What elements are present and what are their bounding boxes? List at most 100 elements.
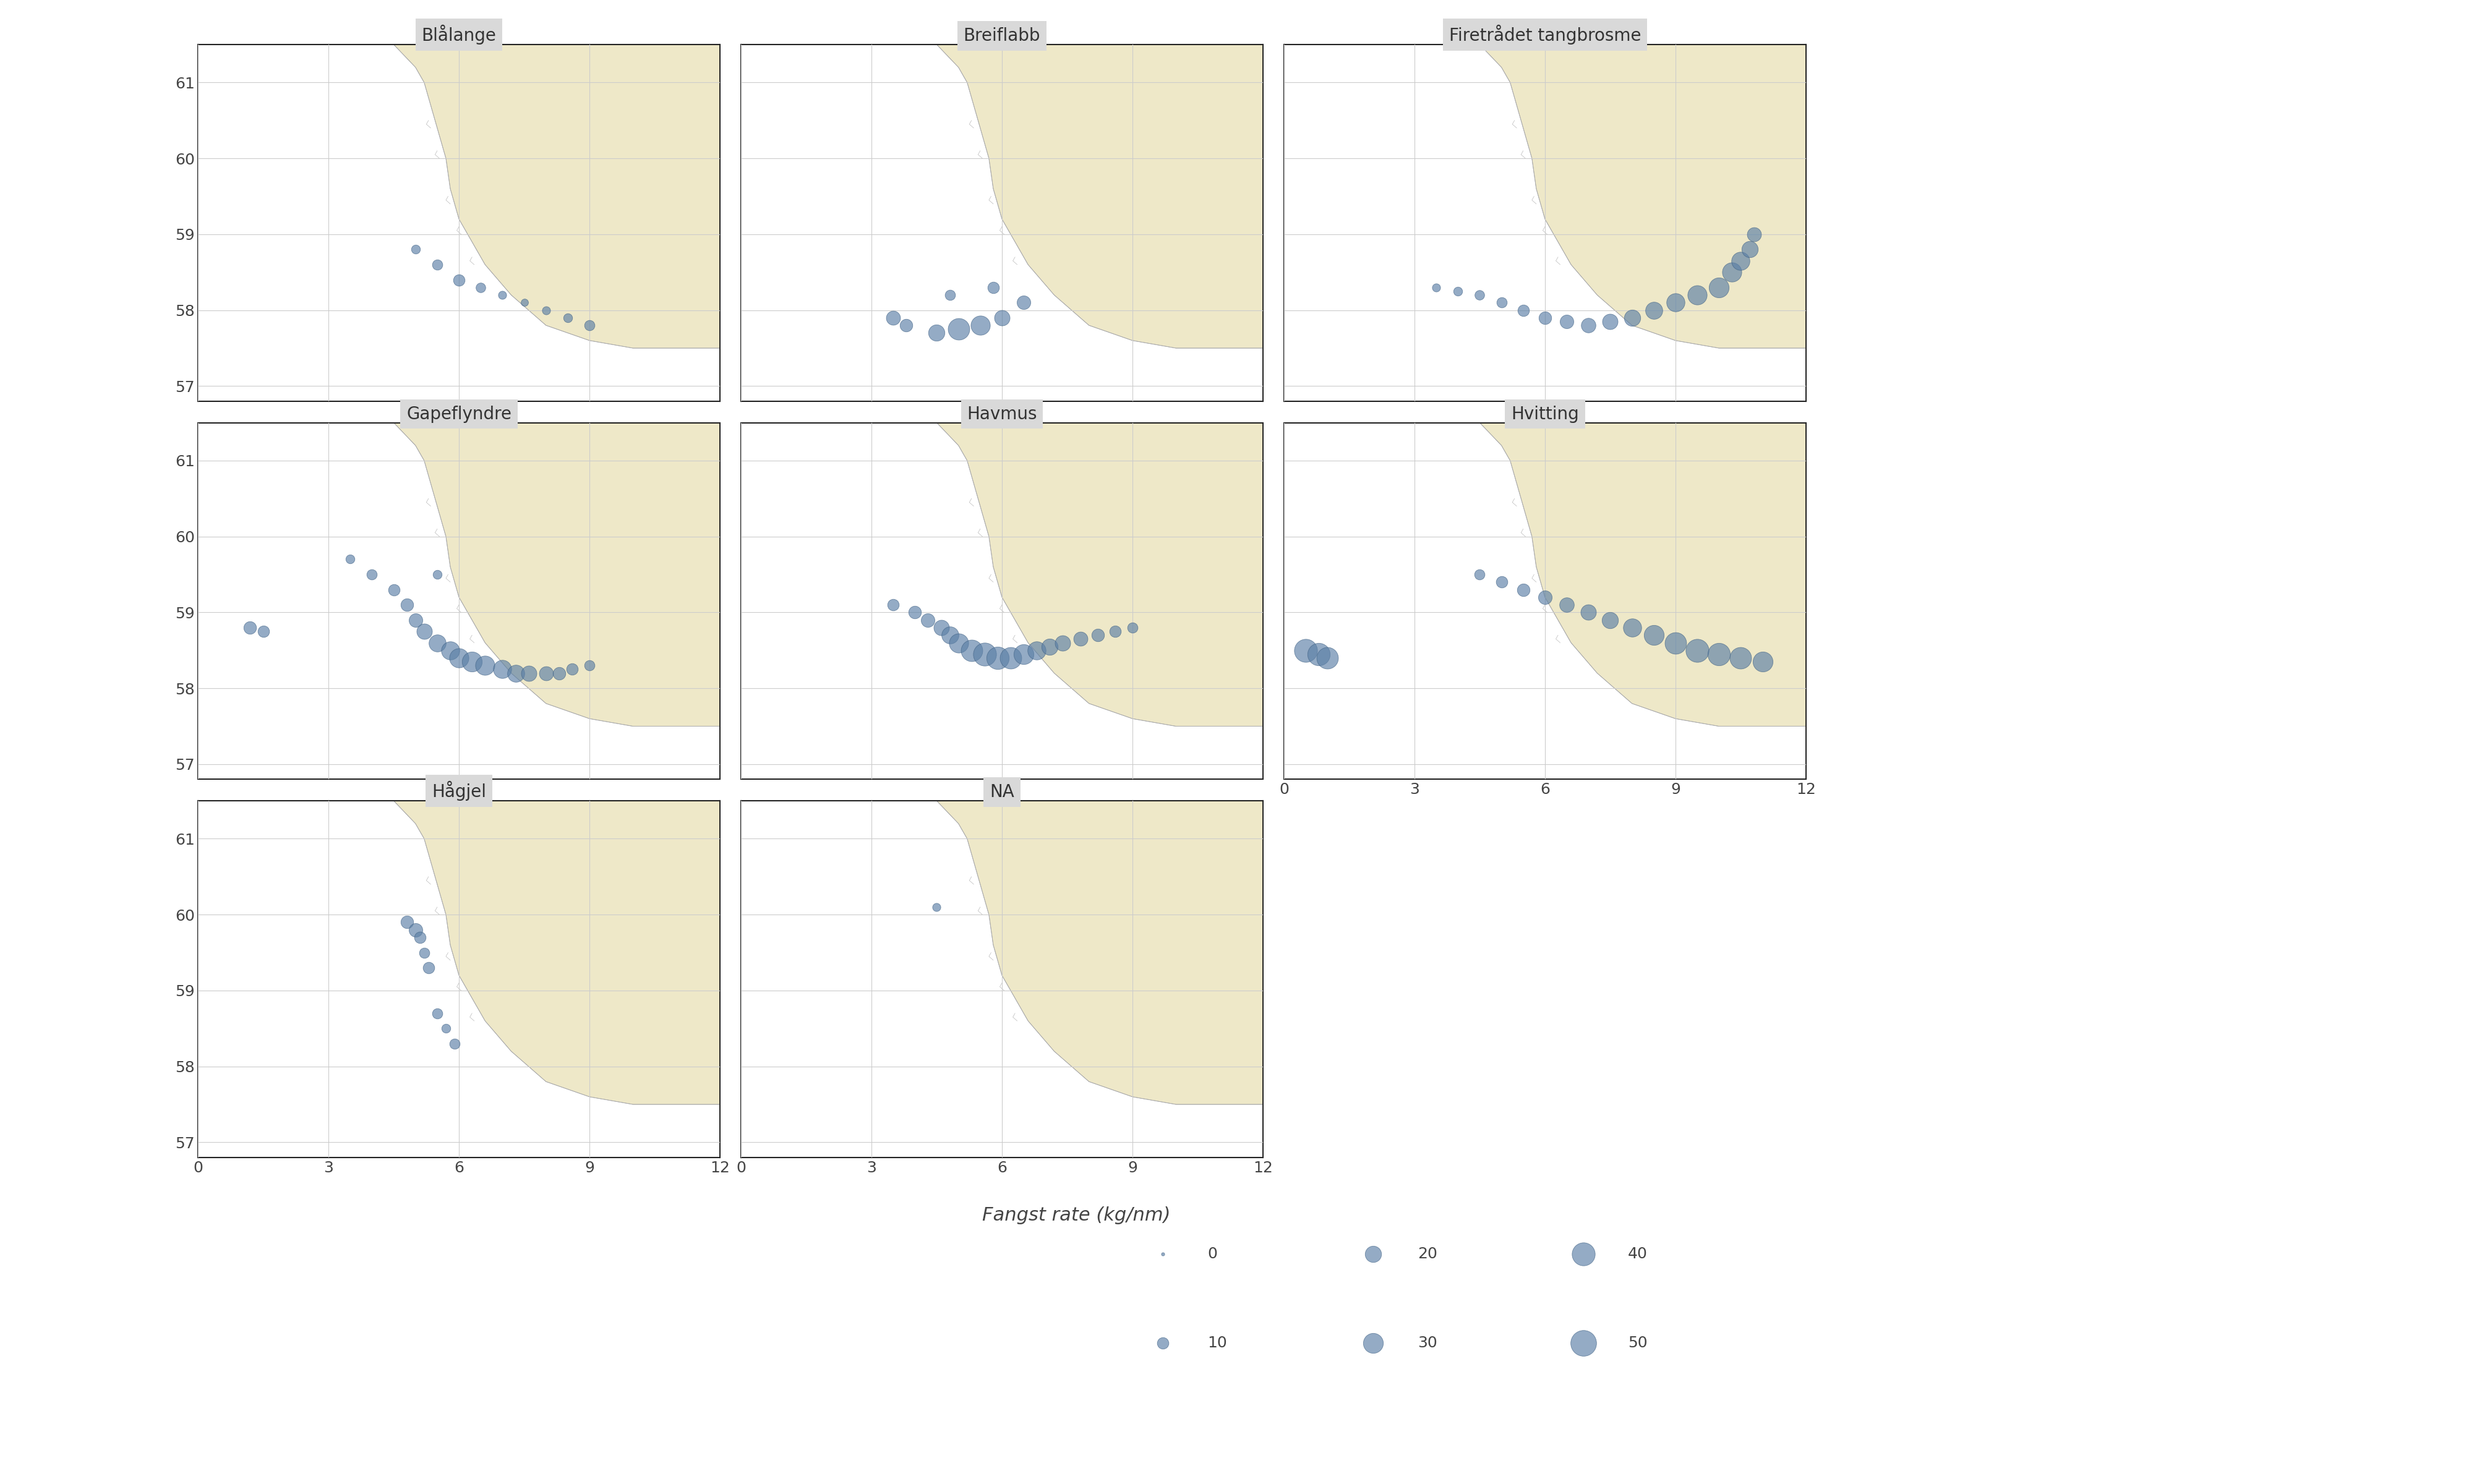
Point	[1722, 646, 1761, 669]
Point	[1079, 623, 1118, 647]
Point	[886, 313, 925, 337]
Point	[242, 619, 282, 643]
Point	[952, 638, 992, 662]
Point	[1143, 1331, 1183, 1355]
Point	[992, 646, 1032, 669]
Point	[1286, 638, 1326, 662]
Point	[896, 601, 935, 625]
Point	[569, 313, 609, 337]
Point	[1700, 643, 1739, 666]
Point	[1004, 291, 1044, 315]
Point	[1591, 310, 1630, 334]
Text: 30: 30	[1418, 1336, 1437, 1350]
Point	[1460, 283, 1499, 307]
Point	[374, 577, 413, 601]
Point	[332, 548, 371, 571]
Point	[1113, 616, 1153, 640]
Text: 20: 20	[1418, 1247, 1437, 1261]
Point	[918, 321, 957, 344]
Point	[938, 631, 977, 654]
Point	[1044, 631, 1084, 654]
Point	[938, 318, 977, 341]
Point	[1564, 1331, 1603, 1355]
Point	[401, 926, 440, 950]
Point	[1546, 594, 1586, 617]
Point	[396, 237, 435, 261]
Point	[505, 291, 544, 315]
Text: 40: 40	[1628, 1247, 1648, 1261]
Point	[482, 657, 522, 681]
Point	[1734, 223, 1774, 246]
Point	[1482, 291, 1522, 315]
Point	[435, 1031, 475, 1055]
Point	[918, 895, 957, 919]
Point	[403, 619, 443, 643]
Point	[1633, 298, 1672, 322]
Polygon shape	[1479, 423, 1806, 726]
Point	[1029, 635, 1069, 659]
Point	[1524, 306, 1564, 329]
Text: 10: 10	[1207, 1336, 1227, 1350]
Point	[1504, 298, 1544, 322]
Polygon shape	[938, 45, 1264, 349]
Point	[920, 616, 960, 640]
Point	[569, 653, 609, 677]
Point	[965, 643, 1004, 666]
Point	[982, 306, 1022, 329]
Point	[1460, 562, 1499, 586]
Point	[418, 562, 458, 586]
Point	[440, 646, 480, 669]
Point	[1524, 585, 1564, 608]
Point	[396, 608, 435, 632]
Point	[1677, 638, 1717, 662]
Point	[930, 283, 970, 307]
Text: 50: 50	[1628, 1336, 1648, 1350]
Point	[351, 562, 391, 586]
Text: 0: 0	[1207, 1247, 1217, 1261]
Title: Breiflabb: Breiflabb	[962, 27, 1042, 45]
Point	[1353, 1331, 1393, 1355]
Point	[977, 646, 1017, 669]
Point	[418, 1002, 458, 1025]
Point	[547, 306, 586, 329]
Title: NA: NA	[990, 784, 1014, 801]
Point	[1569, 313, 1608, 337]
Text: Fangst rate (kg/nm): Fangst rate (kg/nm)	[982, 1206, 1170, 1224]
Title: Havmus: Havmus	[967, 405, 1037, 423]
Point	[1564, 1242, 1603, 1266]
Title: Hvitting: Hvitting	[1512, 405, 1578, 423]
Point	[1309, 646, 1348, 669]
Point	[1591, 608, 1630, 632]
Point	[1546, 310, 1586, 334]
Point	[1143, 1242, 1183, 1266]
Point	[1729, 237, 1769, 261]
Point	[1569, 601, 1608, 625]
Point	[1677, 283, 1717, 307]
Polygon shape	[938, 801, 1264, 1104]
Title: Blålange: Blålange	[421, 25, 497, 45]
Point	[386, 910, 426, 933]
Polygon shape	[938, 423, 1264, 726]
Point	[1096, 619, 1136, 643]
Point	[1742, 650, 1781, 674]
Point	[1061, 628, 1101, 651]
Point	[539, 662, 579, 686]
Point	[1655, 291, 1695, 315]
Point	[1004, 643, 1044, 666]
Point	[1613, 306, 1653, 329]
Point	[1418, 276, 1457, 300]
Point	[418, 252, 458, 276]
Title: Hågjel: Hågjel	[433, 781, 487, 801]
Point	[482, 283, 522, 307]
Polygon shape	[393, 423, 720, 726]
Point	[1712, 260, 1752, 283]
Point	[1299, 643, 1338, 666]
Point	[465, 653, 505, 677]
Point	[873, 306, 913, 329]
Point	[552, 657, 591, 681]
Point	[426, 1017, 465, 1040]
Point	[430, 638, 470, 662]
Point	[1633, 623, 1672, 647]
Point	[403, 941, 443, 965]
Point	[873, 594, 913, 617]
